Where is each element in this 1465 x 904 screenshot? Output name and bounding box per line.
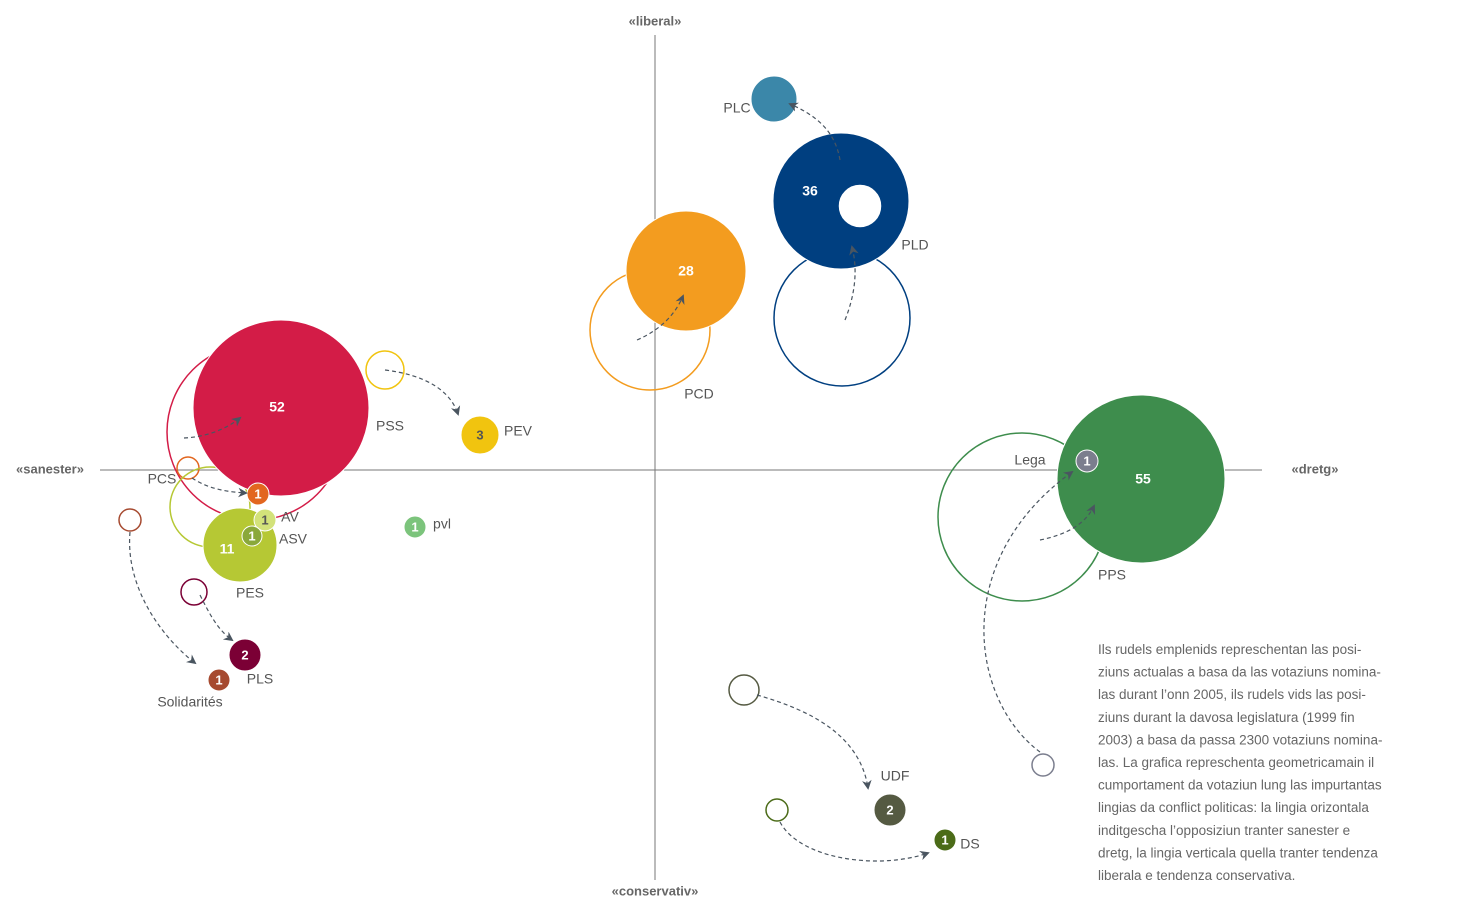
shift-arrow [384, 369, 461, 416]
shift-arrow [191, 477, 248, 498]
party-label: UDF [881, 768, 910, 784]
note-line: lingias da conflict politicas: la lingia… [1098, 800, 1369, 815]
current-position [207, 668, 231, 692]
note-line: liberala e tendenza conservativa. [1098, 868, 1295, 883]
party-label: Lega [1014, 452, 1045, 468]
seat-count: 1 [254, 486, 261, 501]
axis-right: «dretg» [1292, 461, 1339, 476]
shift-arrow [844, 245, 859, 321]
party-label: PPS [1098, 567, 1126, 583]
seat-count: 55 [1135, 471, 1151, 487]
current-position [192, 319, 370, 497]
party-label: DS [960, 836, 979, 852]
shift-arrow [983, 470, 1074, 753]
party-label: pvl [433, 516, 451, 532]
current-position [403, 515, 427, 539]
previous-position [180, 578, 208, 606]
current-position [625, 210, 747, 332]
current-position [1075, 449, 1099, 473]
axis-bottom: «conservativ» [612, 883, 699, 898]
shift-arrow [756, 694, 872, 790]
current-position [933, 828, 957, 852]
seat-count: 2 [886, 802, 893, 817]
seat-count: 2 [241, 647, 248, 662]
seat-count: 1 [1083, 453, 1090, 468]
previous-position [765, 798, 789, 822]
note-line: las. La grafica represchenta geometricam… [1098, 755, 1374, 770]
note-line: las durant l’onn 2005, ils rudels vids l… [1098, 687, 1366, 702]
axis-left: «sanester» [16, 461, 84, 476]
note: Ils rudels emplenids represchentan las p… [1098, 642, 1382, 883]
seat-count: 28 [678, 263, 694, 279]
previous-position [118, 508, 142, 532]
seat-count: 1 [215, 672, 222, 687]
party-label: PLS [247, 671, 273, 687]
party-label: PSS [376, 418, 404, 434]
seat-count: 11 [220, 541, 235, 557]
seat-count: 52 [269, 399, 285, 415]
previous-position [365, 350, 405, 390]
party-label: AV [281, 509, 299, 525]
previous-position [1031, 753, 1055, 777]
note-line: Ils rudels emplenids represchentan las p… [1098, 642, 1361, 657]
party-label: PLD [901, 237, 928, 253]
shift-arrow [788, 102, 841, 161]
current-position [228, 638, 262, 672]
previous-position-plc [837, 183, 883, 229]
seat-count: 1 [261, 512, 268, 527]
seat-count: 3 [476, 427, 483, 442]
party-label: ASV [279, 531, 308, 547]
note-line: 2003) a basa da passa 2300 votaziuns nom… [1098, 732, 1382, 747]
note-line: cumportament da votaziun lung las impurt… [1098, 778, 1382, 793]
seat-count: 1 [941, 832, 948, 847]
shift-arrow [199, 594, 234, 642]
axis-top: «liberal» [629, 13, 682, 28]
shift-arrow [636, 294, 685, 341]
note-line: inditgescha l’opposiziun tranter saneste… [1098, 823, 1350, 838]
shift-arrow [779, 821, 930, 862]
party-label: PES [236, 585, 264, 601]
seat-count: 1 [248, 528, 255, 543]
current-position [750, 75, 798, 123]
party-label: PLC [723, 100, 750, 116]
seat-count: 1 [411, 519, 418, 534]
current-position [460, 415, 500, 455]
party-label: Solidarités [157, 694, 222, 710]
note-line: ziuns durant la davosa legislatura (1999… [1098, 710, 1355, 725]
current-position [1056, 394, 1226, 564]
party-label: PEV [504, 423, 533, 439]
party-label: PCD [684, 386, 714, 402]
current-position [873, 793, 907, 827]
shift-arrow [1039, 504, 1096, 541]
note-line: dretg, la lingia verticala quella trante… [1098, 845, 1378, 860]
seat-count: 36 [802, 183, 818, 199]
note-line: ziuns actualas a basa da las votaziuns n… [1098, 665, 1381, 680]
current-position [253, 508, 277, 532]
shift-arrow [183, 416, 242, 439]
current-position [241, 525, 263, 547]
previous-position [773, 249, 911, 387]
party-label: PCS [148, 471, 177, 487]
previous-position [728, 674, 760, 706]
